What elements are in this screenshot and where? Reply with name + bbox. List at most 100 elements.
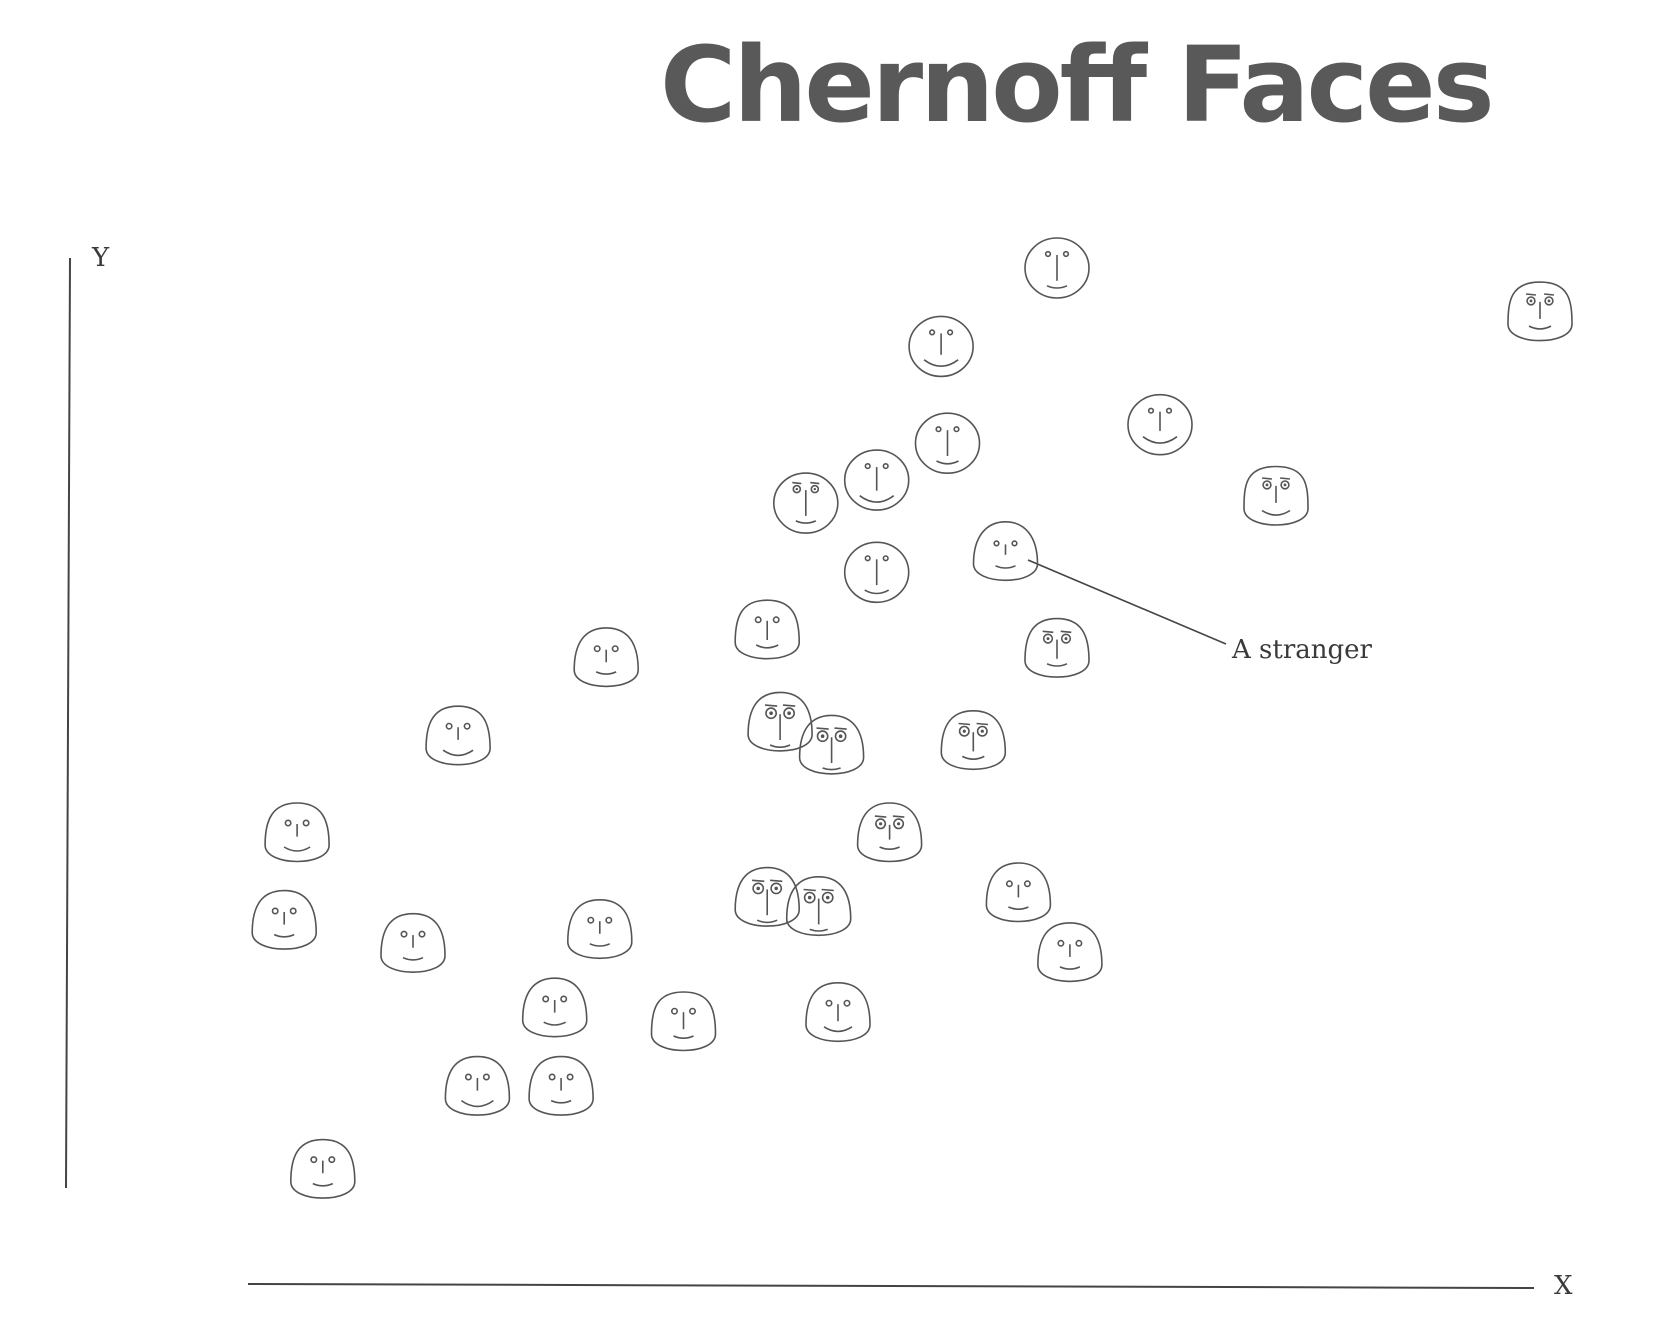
- face-point-31: [528, 1055, 594, 1116]
- face-right-eye: [1060, 633, 1072, 644]
- face-mouth: [1261, 509, 1291, 516]
- face-left-brow: [764, 704, 778, 707]
- face-right-pupil: [1547, 299, 1551, 303]
- face-right-brow: [810, 481, 820, 485]
- face-left-eye: [271, 907, 279, 915]
- face-left-eye: [1147, 407, 1155, 414]
- face-head: [747, 691, 813, 752]
- face-right-eye: [1023, 880, 1031, 888]
- face-left-eye: [765, 707, 777, 720]
- face-point-16: [798, 714, 865, 775]
- face-mouth: [1008, 906, 1029, 910]
- face-mouth: [1142, 436, 1178, 444]
- face-point-11: [573, 627, 640, 688]
- face-point-19: [264, 802, 330, 863]
- face-mouth: [769, 744, 791, 748]
- face-head: [972, 520, 1039, 581]
- face-mouth: [283, 846, 311, 852]
- face-head: [650, 991, 717, 1052]
- face-right-eye: [821, 891, 834, 904]
- face-left-pupil: [962, 729, 966, 733]
- face-left-eye: [754, 616, 762, 624]
- face-mouth: [1046, 285, 1068, 289]
- face-head: [251, 889, 318, 950]
- face-head: [425, 705, 491, 766]
- face-left-eye: [803, 891, 816, 904]
- face-left-eye: [587, 916, 595, 924]
- face-mouth: [823, 1026, 853, 1033]
- face-left-pupil: [795, 487, 798, 491]
- face-left-eye: [464, 1073, 472, 1081]
- face-left-brow: [792, 481, 802, 485]
- face-left-pupil: [1529, 299, 1533, 303]
- face-left-eye: [864, 555, 871, 562]
- face-left-eye: [671, 1007, 679, 1015]
- face-right-pupil: [897, 822, 901, 826]
- face-mouth: [1059, 966, 1081, 970]
- face-point-17: [940, 709, 1007, 770]
- face-mouth: [273, 933, 295, 938]
- face-left-eye: [928, 329, 936, 336]
- face-point-2: [1507, 281, 1573, 342]
- face-head: [528, 1055, 594, 1116]
- face-right-brow: [976, 722, 989, 726]
- face-point-13: [972, 520, 1039, 581]
- face-right-eye: [1011, 540, 1018, 547]
- face-head: [843, 449, 910, 511]
- face-left-eye: [875, 818, 887, 830]
- face-point-6: [843, 449, 910, 511]
- face-mouth: [589, 943, 611, 947]
- face-mouth: [312, 1182, 334, 1187]
- face-right-eye: [463, 722, 471, 730]
- face-head: [1127, 393, 1193, 456]
- face-mouth: [795, 520, 817, 524]
- face-left-pupil: [756, 886, 760, 891]
- face-right-brow: [1544, 293, 1554, 296]
- face-head: [734, 866, 801, 927]
- face-right-eye: [1280, 480, 1290, 490]
- face-head: [380, 912, 446, 973]
- face-left-eye: [752, 882, 765, 895]
- face-mouth: [673, 1035, 694, 1039]
- face-left-brow: [1262, 477, 1272, 480]
- face-right-eye: [328, 1156, 336, 1164]
- face-right-pupil: [774, 886, 778, 891]
- face-mouth: [550, 1099, 572, 1104]
- face-head: [785, 875, 852, 936]
- face-right-brow: [892, 815, 905, 818]
- face-head: [908, 315, 974, 378]
- face-left-pupil: [807, 895, 812, 900]
- face-right-eye: [843, 999, 851, 1007]
- face-right-brow: [1280, 477, 1290, 480]
- face-head: [772, 472, 839, 534]
- face-mouth: [923, 359, 959, 367]
- face-left-brow: [1042, 630, 1054, 634]
- face-left-eye: [1044, 250, 1052, 258]
- face-mouth: [822, 767, 841, 771]
- face-mouth: [995, 565, 1016, 569]
- face-left-eye: [935, 426, 942, 433]
- face-left-eye: [310, 1156, 318, 1164]
- face-head: [573, 627, 640, 688]
- face-point-28: [650, 991, 717, 1052]
- face-right-pupil: [1064, 637, 1068, 641]
- face-left-eye: [542, 995, 550, 1003]
- face-right-pupil: [980, 729, 984, 733]
- face-right-eye: [772, 616, 780, 624]
- face-left-eye: [1042, 633, 1054, 644]
- face-right-eye: [976, 725, 988, 737]
- face-mouth: [755, 644, 779, 649]
- x-axis-label: X: [1554, 1271, 1573, 1301]
- face-right-eye: [783, 707, 795, 720]
- face-left-eye: [993, 540, 1000, 547]
- face-mouth: [809, 928, 828, 932]
- face-head: [289, 1138, 356, 1199]
- face-head: [444, 1055, 511, 1116]
- face-head: [805, 981, 871, 1042]
- face-right-eye: [566, 1073, 574, 1081]
- face-mouth: [879, 846, 900, 850]
- face-point-15: [747, 691, 813, 752]
- face-left-eye: [593, 645, 601, 653]
- face-head: [798, 714, 865, 775]
- face-right-eye: [605, 916, 613, 924]
